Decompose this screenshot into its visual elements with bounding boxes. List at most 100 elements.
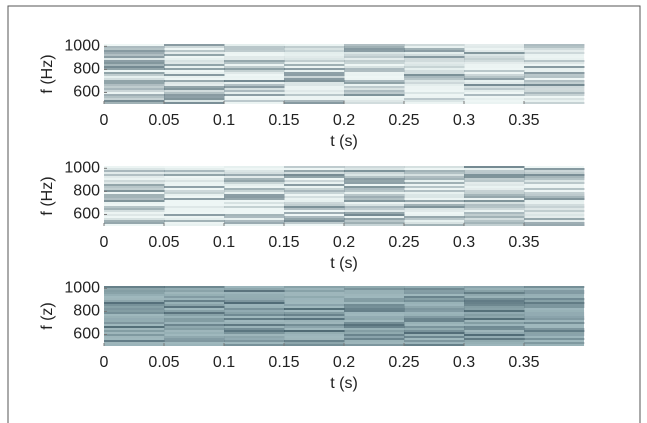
y-axis-label: f (z) (39, 302, 56, 330)
spectrogram-texture (164, 92, 225, 94)
spectrogram-texture (404, 44, 465, 46)
y-tick-label: 800 (73, 61, 100, 78)
spectrogram-texture (464, 192, 525, 194)
spectrogram-texture (104, 286, 165, 288)
spectrogram-texture (404, 204, 465, 206)
x-axis-label: t (s) (330, 375, 358, 392)
y-tick-label: 1000 (64, 160, 100, 177)
spectrogram-texture (104, 336, 165, 338)
spectrogram-texture (284, 62, 345, 64)
spectrogram-texture (344, 190, 405, 192)
spectrogram-texture (104, 344, 165, 346)
spectrogram-texture (344, 288, 405, 290)
spectrogram-texture (524, 168, 585, 170)
spectrogram-texture (464, 326, 525, 328)
y-tick-label: 600 (73, 326, 100, 343)
spectrogram-texture (284, 74, 345, 76)
spectrogram-texture (464, 304, 525, 306)
spectrogram-texture (164, 96, 225, 98)
spectrogram-texture (404, 186, 465, 188)
spectrogram-texture (164, 306, 225, 308)
spectrogram-texture (344, 170, 405, 172)
spectrogram-texture (164, 222, 225, 224)
spectrogram-texture (404, 220, 465, 222)
spectrogram-texture (464, 342, 525, 344)
spectrogram-texture (164, 328, 225, 330)
spectrogram-texture (344, 68, 405, 70)
spectrogram-texture (464, 102, 525, 104)
spectrogram-texture (464, 316, 525, 318)
spectrogram-texture (104, 312, 165, 314)
spectrogram-texture (224, 176, 285, 178)
x-tick-label: 0.2 (333, 234, 355, 251)
spectrogram-texture (464, 60, 525, 62)
spectrogram-texture (224, 206, 285, 208)
spectrogram-texture (464, 166, 525, 168)
spectrogram-texture (104, 76, 165, 78)
spectrogram-texture (524, 54, 585, 56)
spectrogram-texture (344, 102, 405, 104)
spectrogram-texture (284, 184, 345, 186)
spectrogram-texture (464, 186, 525, 188)
spectrogram-texture (404, 316, 465, 318)
spectrogram-texture (344, 218, 405, 220)
spectrogram-texture (284, 46, 345, 48)
spectrogram-texture (284, 174, 345, 176)
spectrogram-texture (524, 174, 585, 176)
spectrogram-texture (164, 220, 225, 222)
spectrogram-texture (464, 66, 525, 68)
spectrogram-texture (284, 332, 345, 334)
spectrogram-texture (344, 78, 405, 80)
spectrogram-texture (164, 216, 225, 218)
spectrogram-texture (344, 304, 405, 306)
spectrogram-texture (524, 44, 585, 46)
spectrogram-texture (464, 290, 525, 292)
spectrogram-texture (464, 82, 525, 84)
spectrogram-texture (104, 342, 165, 344)
spectrogram-texture (284, 326, 345, 328)
spectrogram-texture (344, 316, 405, 318)
spectrogram-texture (224, 88, 285, 90)
spectrogram-texture (404, 46, 465, 48)
spectrogram-texture (284, 102, 345, 104)
spectrogram-texture (464, 318, 525, 320)
spectrogram-texture (164, 186, 225, 188)
spectrogram-texture (104, 174, 165, 176)
spectrogram-texture (164, 190, 225, 192)
spectrogram-texture (344, 58, 405, 60)
spectrogram-texture (284, 344, 345, 346)
spectrogram-texture (344, 54, 405, 56)
spectrogram-texture (464, 212, 525, 214)
spectrogram-texture (164, 102, 225, 104)
spectrogram-texture (344, 90, 405, 92)
spectrogram-texture (344, 180, 405, 182)
spectrogram-texture (524, 216, 585, 218)
spectrogram-texture (284, 312, 345, 314)
spectrogram-texture (284, 296, 345, 298)
spectrogram-texture (464, 338, 525, 340)
spectrogram-texture (284, 182, 345, 184)
spectrogram-texture (284, 56, 345, 58)
spectrogram-texture (344, 300, 405, 302)
spectrogram-texture (344, 204, 405, 206)
spectrogram-texture (404, 336, 465, 338)
spectrogram-texture (164, 76, 225, 78)
spectrogram-texture (104, 96, 165, 98)
spectrogram-texture (404, 286, 465, 288)
spectrogram-texture (344, 214, 405, 216)
spectrogram-texture (164, 286, 225, 288)
spectrogram-texture (224, 192, 285, 194)
spectrogram-texture (464, 314, 525, 316)
y-tick-label: 600 (73, 206, 100, 223)
spectrogram-texture (344, 340, 405, 342)
spectrogram-texture (284, 78, 345, 80)
spectrogram-texture (404, 318, 465, 320)
spectrogram-texture (524, 206, 585, 208)
spectrogram-texture (344, 338, 405, 340)
spectrogram-texture (164, 316, 225, 318)
spectrogram-texture (524, 180, 585, 182)
spectrogram-texture (524, 52, 585, 54)
spectrogram-texture (404, 288, 465, 290)
x-tick-label: 0.15 (268, 354, 299, 371)
spectrogram-texture (224, 102, 285, 104)
